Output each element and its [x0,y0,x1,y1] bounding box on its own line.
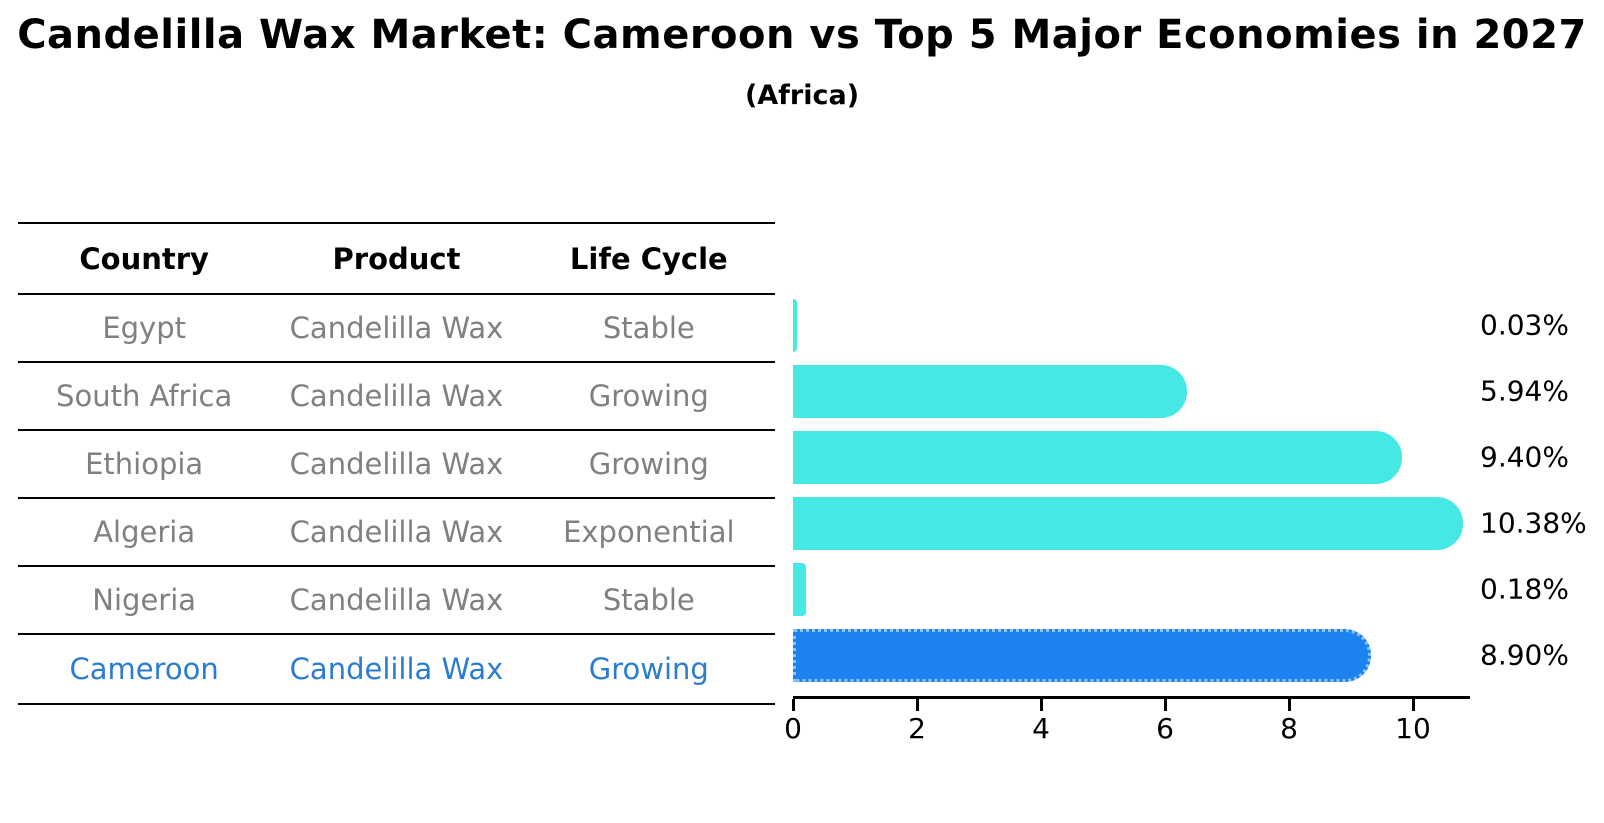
column-header-lifecycle: Life Cycle [569,241,728,276]
x-axis-tick [792,699,795,711]
cell-country: Ethiopia [85,447,204,481]
bar-nigeria [793,562,807,616]
x-axis-tick [1412,699,1415,711]
table-row: Algeria Candelilla Wax Exponential [18,497,775,565]
value-label: 10.38% [1480,506,1587,540]
x-axis-tick-label: 8 [1280,712,1298,745]
x-axis-line [793,696,1470,699]
cell-country: Nigeria [92,583,197,617]
cell-lifecycle: Growing [588,652,709,686]
cell-country: Algeria [93,515,196,549]
chart-subtitle: (Africa) [744,80,860,111]
table-row: South Africa Candelilla Wax Growing [18,361,775,429]
table-row-highlighted: Cameroon Candelilla Wax Growing [18,633,775,705]
x-axis-tick-label: 6 [1156,712,1174,745]
x-axis-tick [1040,699,1043,711]
value-label: 0.18% [1480,572,1569,606]
bar-egypt [793,298,797,352]
cell-country: South Africa [56,379,233,413]
cell-lifecycle: Stable [602,311,695,345]
cell-product: Candelilla Wax [289,447,504,481]
cell-product: Candelilla Wax [289,652,504,686]
chart-title: Candelilla Wax Market: Cameroon vs Top 5… [17,12,1587,58]
cell-lifecycle: Exponential [563,515,735,549]
x-axis-tick-label: 2 [908,712,926,745]
country-table: Country Product Life Cycle Egypt Candeli… [18,222,775,705]
x-axis-tick-label: 4 [1032,712,1050,745]
value-label: 9.40% [1480,440,1569,474]
bar-algeria [793,496,1463,550]
cell-product: Candelilla Wax [289,515,504,549]
cell-lifecycle: Growing [588,379,709,413]
table-row: Ethiopia Candelilla Wax Growing [18,429,775,497]
bar-ethiopia [793,430,1402,484]
cell-lifecycle: Stable [602,583,695,617]
value-label: 0.03% [1480,308,1569,342]
bar-south-africa [793,364,1188,418]
bar-cameroon [793,628,1371,682]
table-row: Nigeria Candelilla Wax Stable [18,565,775,633]
cell-lifecycle: Growing [588,447,709,481]
value-label: 8.90% [1480,638,1569,672]
table-header-row: Country Product Life Cycle [18,222,775,293]
cell-product: Candelilla Wax [289,379,504,413]
cell-country: Egypt [102,311,186,345]
cell-product: Candelilla Wax [289,583,504,617]
x-axis-tick-label: 10 [1395,712,1431,745]
column-header-country: Country [79,241,209,276]
table-row: Egypt Candelilla Wax Stable [18,293,775,361]
x-axis-tick [1288,699,1291,711]
value-label: 5.94% [1480,374,1569,408]
cell-country: Cameroon [69,652,219,686]
column-header-product: Product [332,241,461,276]
x-axis-tick [916,699,919,711]
x-axis-tick-label: 0 [784,712,802,745]
x-axis-tick [1164,699,1167,711]
cell-product: Candelilla Wax [289,311,504,345]
